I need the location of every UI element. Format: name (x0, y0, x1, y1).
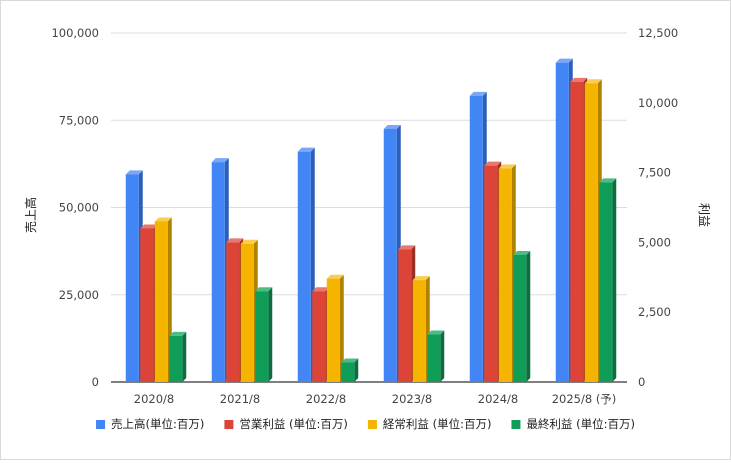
legend-swatch (96, 420, 106, 429)
right-axis-title: 利益 (697, 203, 711, 227)
bar (383, 124, 401, 382)
bar (226, 238, 244, 382)
x-tick-label: 2023/8 (392, 392, 432, 406)
bar (584, 79, 602, 383)
legend-item: 売上高(単位:百万) (96, 417, 204, 431)
bar (599, 178, 617, 382)
left-tick-label: 75,000 (59, 113, 99, 127)
left-axis-ticks: 0 25,000 50,000 75,000 100,000 (51, 26, 99, 389)
bar (513, 250, 531, 382)
left-axis-title: 売上高 (23, 197, 38, 233)
left-tick-label: 25,000 (59, 288, 99, 302)
legend-label: 売上高(単位:百万) (111, 417, 204, 431)
bar (469, 91, 487, 382)
legend-label: 営業利益 (単位:百万) (239, 417, 348, 431)
right-tick-label: 5,000 (638, 235, 671, 249)
legend-swatch (224, 420, 234, 429)
bar (211, 158, 229, 382)
bar (240, 239, 258, 382)
bar (498, 164, 516, 382)
legend: 売上高(単位:百万) 営業利益 (単位:百万) 経常利益 (単位:百万) 最終利益 (… (96, 417, 635, 431)
legend-swatch (367, 420, 377, 429)
bar (125, 170, 143, 382)
bar (326, 274, 344, 382)
x-tick-label: 2021/8 (220, 392, 260, 406)
bar (427, 330, 445, 382)
legend-swatch (511, 420, 521, 429)
right-axis-ticks: 0 2,500 5,000 7,500 10,000 12,500 (638, 26, 678, 389)
legend-item: 経常利益 (単位:百万) (367, 417, 492, 431)
bar (140, 224, 158, 382)
bar (341, 358, 359, 382)
legend-item: 最終利益 (単位:百万) (511, 417, 635, 431)
x-tick-label: 2024/8 (478, 392, 518, 406)
bar (312, 287, 330, 382)
gridlines (111, 32, 627, 383)
x-axis-ticks: 2020/8 2021/8 2022/8 2023/8 2024/8 2025/8 (予) (134, 392, 617, 406)
legend-label: 経常利益 (単位:百万) (383, 417, 492, 431)
legend-label: 最終利益 (単位:百万) (526, 417, 635, 431)
bars (125, 58, 617, 383)
left-tick-label: 100,000 (51, 26, 99, 40)
bar (570, 77, 588, 383)
bar (297, 147, 315, 382)
bar (484, 161, 502, 382)
bar (412, 276, 430, 382)
bar (398, 245, 416, 382)
bar (555, 58, 573, 382)
right-tick-label: 0 (638, 375, 645, 389)
right-tick-label: 7,500 (638, 166, 671, 180)
bar (255, 287, 273, 382)
x-tick-label: 2022/8 (306, 392, 346, 406)
bar (154, 217, 172, 382)
x-tick-label: 2025/8 (予) (552, 392, 617, 406)
legend-item: 営業利益 (単位:百万) (224, 417, 348, 431)
x-tick-label: 2020/8 (134, 392, 174, 406)
left-tick-label: 50,000 (59, 201, 99, 215)
right-tick-label: 12,500 (638, 26, 678, 40)
left-tick-label: 0 (92, 375, 99, 389)
right-tick-label: 2,500 (638, 305, 671, 319)
right-tick-label: 10,000 (638, 96, 678, 110)
bar (169, 331, 187, 382)
